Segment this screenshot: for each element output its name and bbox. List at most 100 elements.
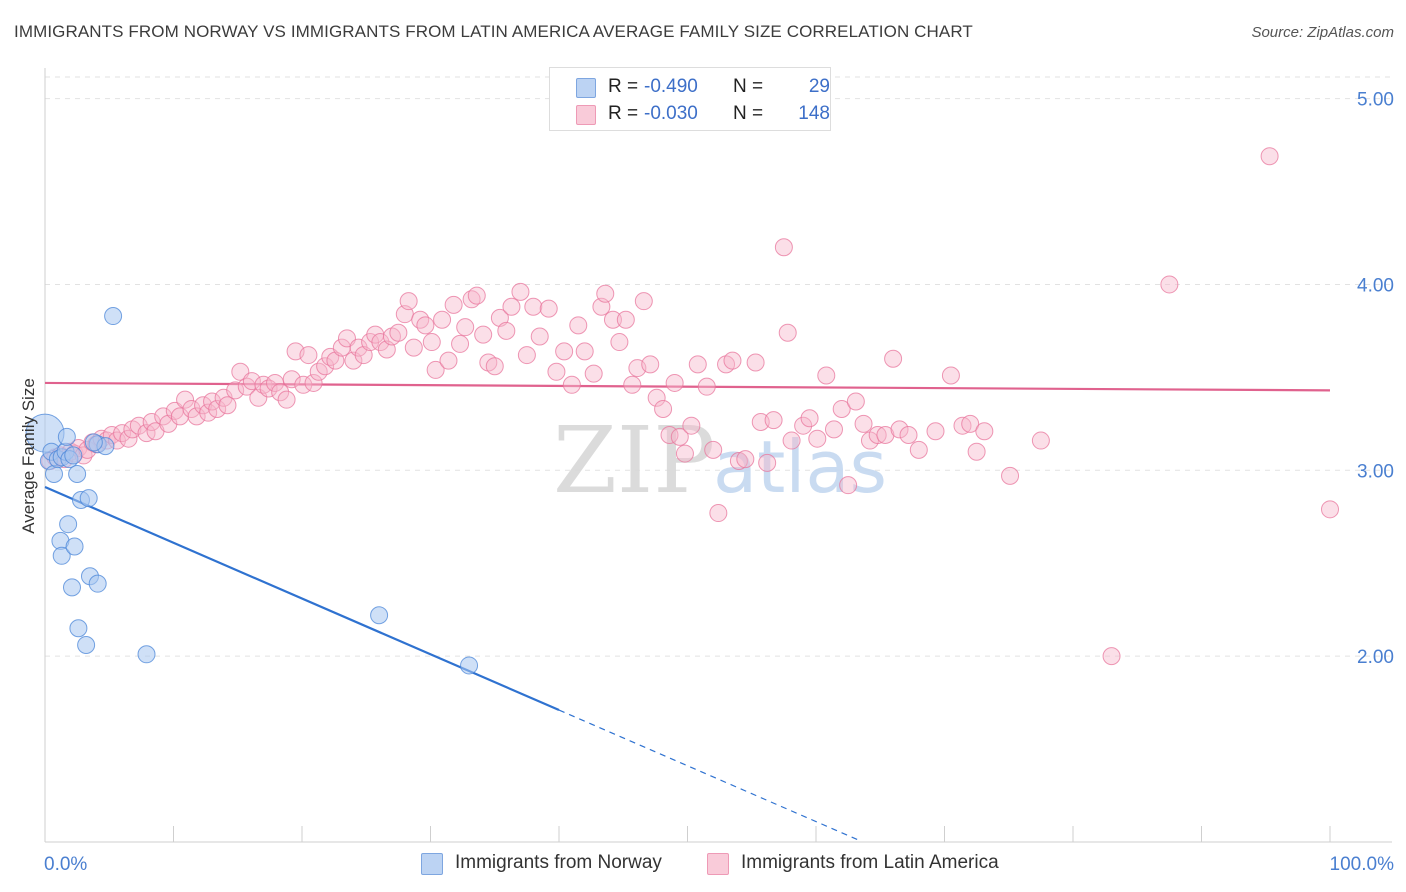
point-latin-america — [242, 372, 261, 391]
point-latin-america — [623, 375, 642, 394]
point-norway — [65, 537, 84, 556]
point-latin-america — [876, 425, 895, 444]
point-latin-america — [502, 297, 521, 316]
trend-line-norway — [44, 486, 560, 712]
point-latin-america — [975, 422, 994, 441]
point-norway — [59, 515, 78, 534]
point-latin-america — [439, 351, 458, 370]
point-latin-america — [1321, 500, 1339, 519]
point-latin-america — [723, 351, 742, 370]
point-latin-america — [808, 429, 827, 448]
point-norway — [57, 427, 76, 446]
point-latin-america — [199, 403, 218, 422]
point-latin-america — [266, 373, 285, 392]
point-latin-america — [530, 327, 549, 346]
point-latin-america — [647, 388, 666, 407]
trend-line-latin-america — [44, 381, 1331, 392]
point-norway — [52, 546, 71, 565]
point-latin-america — [729, 452, 748, 470]
chart-title: IMMIGRANTS FROM NORWAY VS IMMIGRANTS FRO… — [14, 22, 973, 41]
point-latin-america — [846, 392, 865, 411]
point-latin-america — [1260, 147, 1279, 166]
point-norway — [79, 489, 98, 508]
point-latin-america — [187, 407, 206, 426]
watermark-zip: ZIP — [553, 407, 715, 514]
point-norway — [44, 465, 63, 484]
point-latin-america — [675, 444, 694, 463]
point-latin-america — [1160, 275, 1179, 294]
point-latin-america — [1031, 431, 1050, 450]
point-latin-america — [890, 420, 909, 439]
point-latin-america — [899, 425, 918, 444]
latin-america-swatch — [576, 105, 596, 125]
point-latin-america — [782, 431, 801, 450]
point-latin-america — [490, 308, 509, 327]
legend-label-norway: Immigrants from Norway — [455, 852, 662, 873]
trend-line-norway-extension — [558, 709, 862, 842]
point-latin-america — [764, 411, 783, 430]
point-latin-america — [909, 440, 928, 459]
point-norway — [137, 645, 156, 664]
point-latin-america — [967, 442, 986, 461]
point-latin-america — [575, 342, 594, 361]
point-latin-america — [800, 409, 819, 428]
point-latin-america — [778, 323, 797, 342]
n-value-norway: 29 — [808, 76, 830, 97]
point-latin-america — [941, 366, 960, 385]
point-latin-america — [603, 310, 622, 329]
point-latin-america — [176, 390, 195, 409]
point-norway — [68, 465, 87, 484]
point-latin-america — [524, 297, 543, 316]
point-latin-america — [485, 357, 504, 376]
point-norway — [69, 619, 88, 638]
point-latin-america — [746, 353, 765, 372]
y-axis-label: Average Family Size — [19, 378, 38, 534]
point-latin-america — [539, 299, 558, 318]
y-tick-label: 2.00 — [1357, 647, 1394, 668]
point-norway — [62, 578, 81, 597]
point-norway — [370, 606, 389, 625]
r-value-norway: -0.490 — [644, 76, 698, 97]
point-latin-america — [774, 238, 793, 257]
norway-swatch — [576, 78, 596, 98]
source-label: Source: ZipAtlas.com — [1251, 24, 1394, 41]
point-latin-america — [411, 310, 430, 329]
point-latin-america — [688, 355, 707, 374]
point-latin-america — [584, 364, 603, 383]
point-latin-america — [562, 375, 581, 394]
point-latin-america — [794, 416, 813, 435]
point-latin-america — [497, 321, 516, 340]
point-latin-america — [354, 346, 373, 365]
point-latin-america — [282, 370, 301, 389]
point-latin-america — [404, 338, 423, 357]
r-label: R = — [608, 103, 639, 124]
point-latin-america — [371, 333, 390, 352]
point-latin-america — [736, 450, 755, 469]
point-latin-america — [641, 355, 660, 374]
point-latin-america — [854, 414, 873, 433]
point-latin-america — [634, 292, 653, 311]
point-norway — [460, 656, 479, 675]
point-norway — [64, 446, 83, 465]
point-latin-america — [1001, 466, 1020, 485]
point-norway — [104, 307, 123, 326]
point-latin-america — [316, 357, 335, 376]
point-latin-america — [474, 325, 493, 344]
point-latin-america — [616, 310, 635, 329]
stats-legend: R = -0.490 N = 29 R = -0.030 N = 148 — [549, 67, 831, 131]
point-norway — [77, 635, 96, 654]
point-latin-america — [511, 282, 530, 301]
point-latin-america — [569, 316, 588, 335]
n-value-latin-america: 148 — [798, 103, 830, 124]
point-latin-america — [416, 316, 435, 335]
point-latin-america — [596, 284, 615, 303]
point-latin-america — [119, 429, 138, 448]
point-latin-america — [444, 295, 463, 314]
latin-america-legend-swatch — [707, 853, 729, 875]
point-latin-america — [137, 424, 156, 443]
point-latin-america — [389, 323, 408, 342]
point-latin-america — [299, 346, 318, 365]
point-latin-america — [456, 318, 475, 337]
point-latin-america — [555, 342, 574, 361]
